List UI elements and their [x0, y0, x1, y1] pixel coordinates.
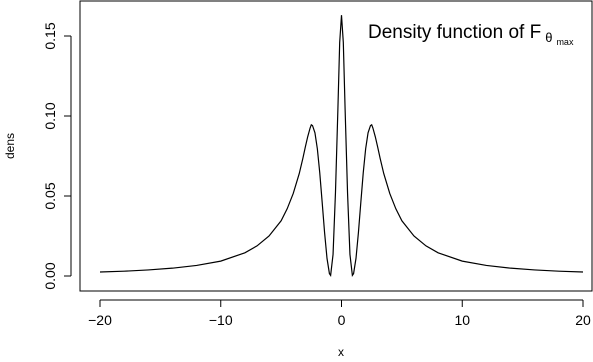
- chart-title: Density function of F θ max: [368, 22, 574, 47]
- x-tick-label: 20: [575, 312, 591, 328]
- chart-title-sub-subscript: max: [556, 37, 574, 47]
- y-tick-label: 0.15: [42, 22, 58, 49]
- chart-title-main: Density function of F: [368, 22, 541, 43]
- x-tick-label: 0: [338, 312, 346, 328]
- chart-title-subscript: θ: [545, 30, 552, 45]
- plot-frame: [79, 0, 593, 292]
- x-tick-label: −10: [209, 312, 233, 328]
- x-tick-label: 10: [454, 312, 470, 328]
- density-curve: [99, 15, 584, 278]
- x-axis-label: x: [338, 345, 344, 359]
- y-axis-label: dens: [3, 133, 17, 159]
- y-tick-label: 0.10: [42, 102, 58, 129]
- y-axis: 0.00 0.05 0.10 0.15: [42, 22, 72, 290]
- curve-layer: [99, 15, 584, 278]
- x-axis: −20 −10 0 10 20: [88, 299, 591, 328]
- x-tick-label: −20: [88, 312, 112, 328]
- y-tick-label: 0.05: [42, 182, 58, 209]
- y-tick-label: 0.00: [42, 262, 58, 289]
